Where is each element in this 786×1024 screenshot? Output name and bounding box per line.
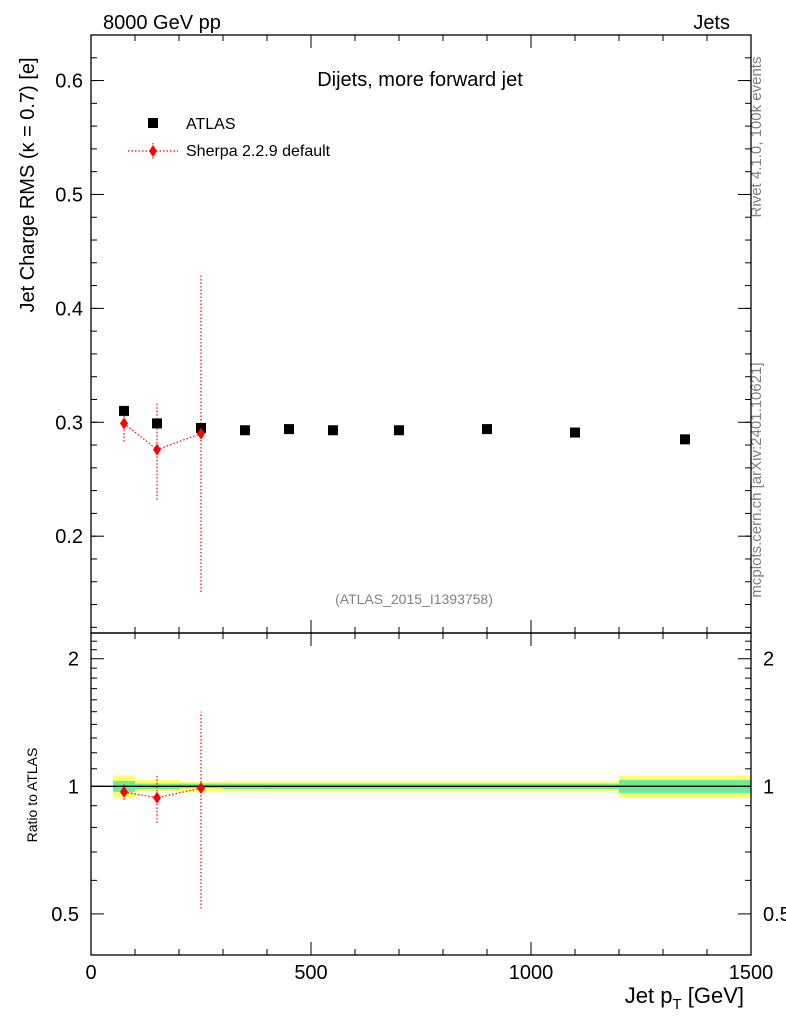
ratio-y-tick-label-left: 1	[68, 776, 79, 798]
main-y-tick-label: 0.4	[55, 298, 83, 320]
atlas-point	[482, 424, 492, 435]
main-y-tick-label: 0.6	[55, 71, 83, 93]
analysis-watermark: (ATLAS_2015_I1393758)	[335, 591, 493, 607]
ratio-sherpa-point	[197, 782, 205, 795]
main-y-tick-label: 0.5	[55, 184, 83, 206]
main-y-tick-label: 0.2	[55, 526, 83, 548]
legend-sherpa-marker	[149, 145, 157, 157]
legend-atlas-marker	[148, 118, 158, 128]
sherpa-point	[153, 443, 161, 456]
ratio-y-tick-label-right: 0.5	[763, 904, 786, 926]
x-tick-label: 0	[85, 962, 96, 984]
x-axis-label-subscript: T	[672, 996, 681, 1013]
main-y-axis-label: Jet Charge RMS (κ = 0.7) [e]	[17, 57, 39, 312]
x-tick-label: 1500	[729, 962, 774, 984]
sherpa-line	[123, 422, 202, 451]
x-axis-label-unit: [GeV]	[682, 983, 744, 1008]
legend-atlas-label: ATLAS	[186, 116, 236, 133]
ratio-axes: 0.5 0.5 1 1 2 2 0 500 1000 1500	[51, 632, 786, 984]
mcplots-label: mcplots.cern.ch [arXiv:2401.10621]	[748, 362, 765, 597]
ratio-sherpa-point	[120, 785, 128, 798]
ratio-frame	[90, 632, 752, 956]
atlas-point	[119, 405, 129, 416]
ratio-panel: Ratio to ATLAS 0.5 0.5 1 1 2 2 0 500 1000 1500	[24, 632, 786, 984]
atlas-point	[152, 418, 162, 429]
x-tick-label: 500	[294, 962, 327, 984]
rivet-label: Rivet 4.1.0, 100k events	[748, 57, 765, 218]
ratio-y-tick-label-right: 2	[763, 649, 774, 671]
sherpa-point	[197, 427, 205, 440]
x-tick-label: 1000	[509, 962, 554, 984]
ratio-y-tick-label-right: 1	[763, 776, 774, 798]
header-left: 8000 GeV pp	[103, 12, 221, 34]
main-panel: Dijets, more forward jet (ATLAS_2015_I13…	[17, 34, 752, 634]
x-axis-label: Jet pT [GeV]	[625, 983, 744, 1013]
atlas-point	[680, 434, 690, 445]
header-right: Jets	[693, 12, 730, 34]
atlas-point	[570, 427, 580, 438]
atlas-point	[284, 424, 294, 435]
ratio-y-axis-label: Ratio to ATLAS	[24, 748, 40, 843]
main-axes: 0.2 0.3 0.4 0.5 0.6	[55, 35, 752, 633]
atlas-point	[240, 425, 250, 436]
main-y-tick-label: 0.3	[55, 412, 83, 434]
ratio-y-tick-label-left: 0.5	[51, 904, 79, 926]
ratio-sherpa-line	[123, 787, 202, 799]
sherpa-point	[120, 417, 128, 430]
legend-sherpa-label: Sherpa 2.2.9 default	[186, 143, 331, 160]
ratio-sherpa-point	[153, 791, 161, 804]
legend: ATLAS Sherpa 2.2.9 default	[128, 116, 331, 160]
atlas-point	[328, 425, 338, 436]
x-axis-label-main: Jet p	[625, 983, 673, 1008]
ratio-y-tick-label-left: 2	[68, 649, 79, 671]
atlas-point	[394, 425, 404, 436]
main-marks	[119, 275, 690, 592]
main-title: Dijets, more forward jet	[317, 69, 523, 91]
ratio-marks	[120, 711, 205, 909]
